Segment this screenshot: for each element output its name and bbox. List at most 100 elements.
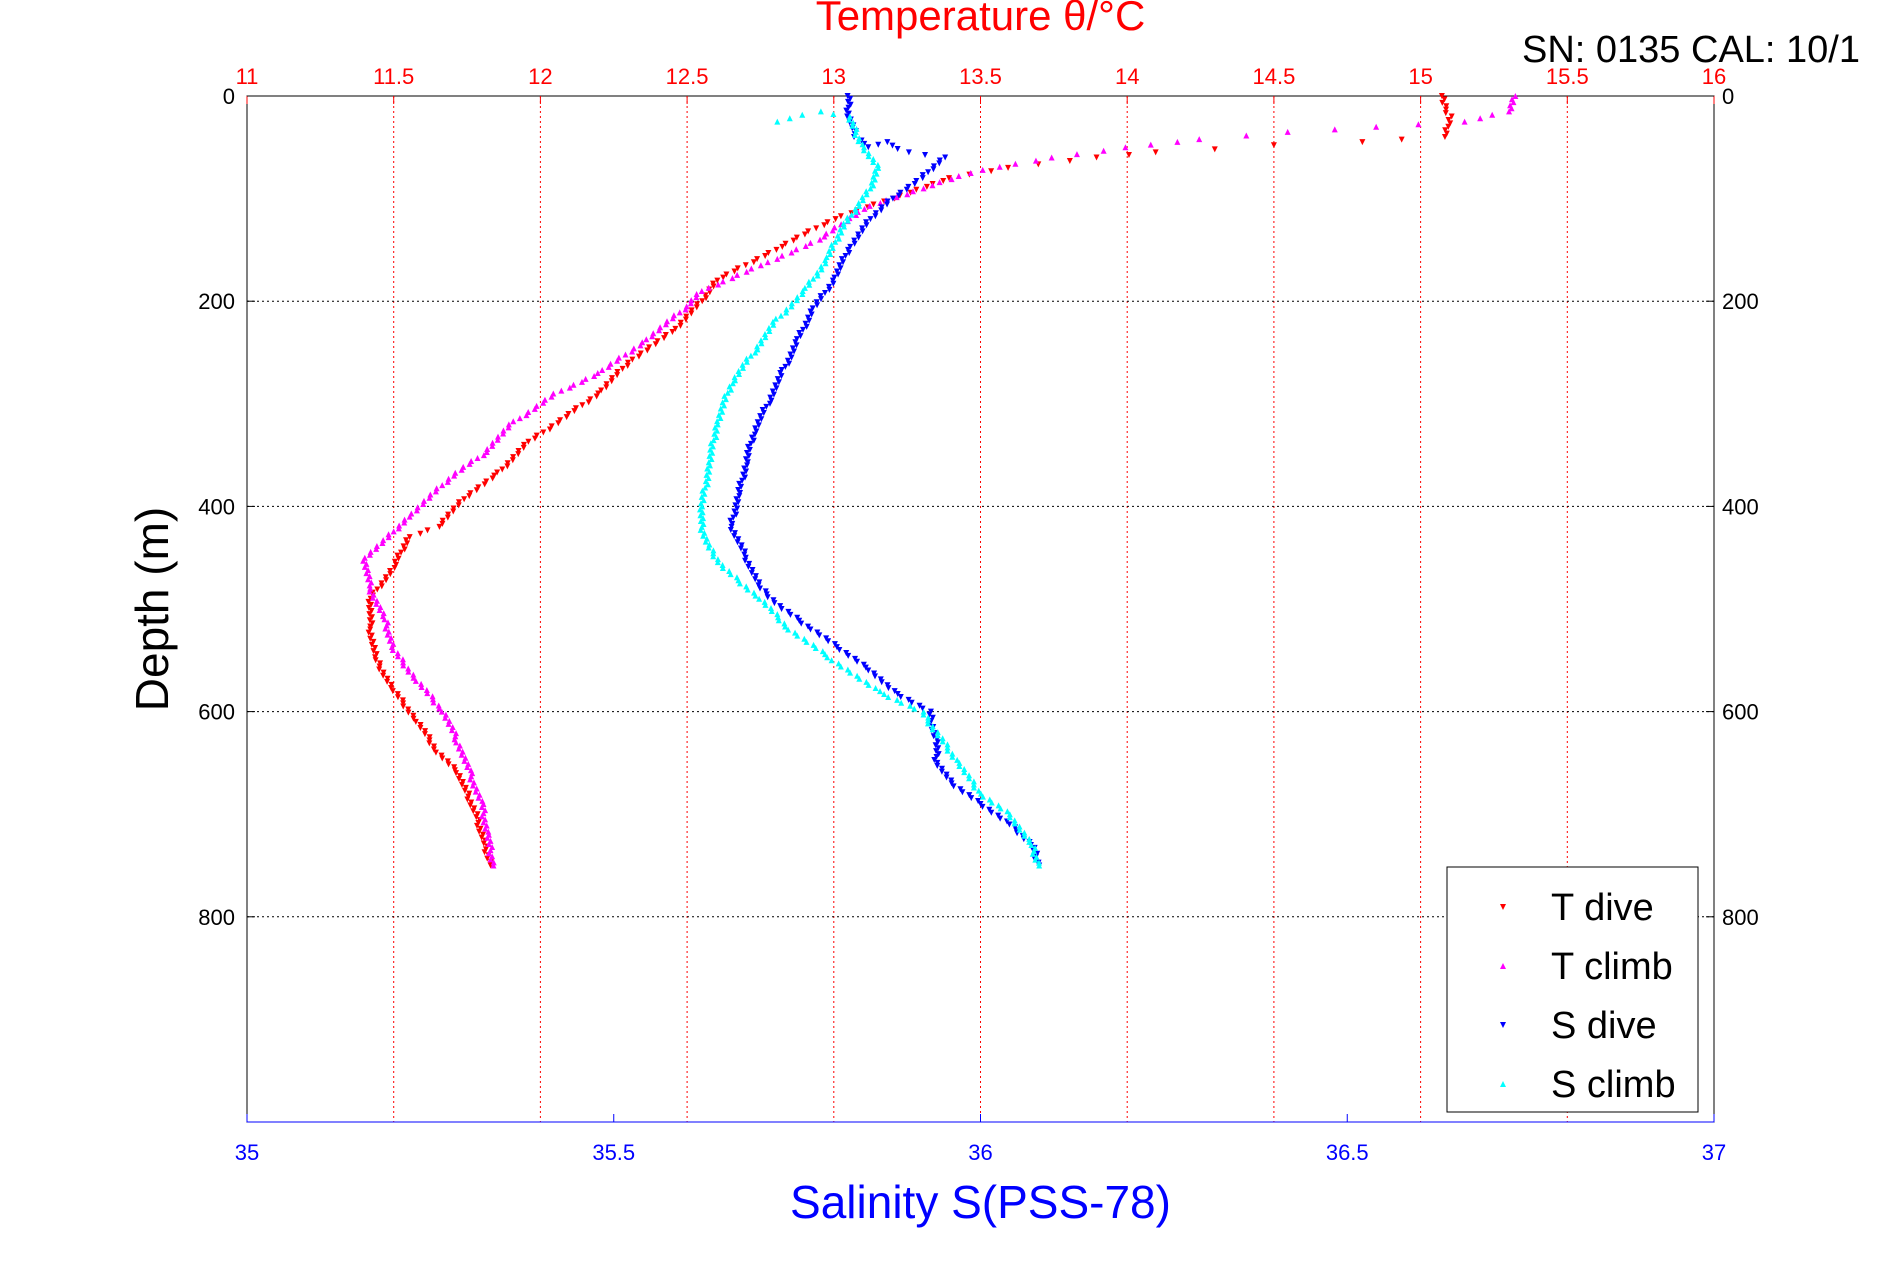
data-point — [911, 180, 918, 187]
data-point — [792, 339, 799, 346]
data-point — [743, 268, 750, 275]
data-point — [500, 430, 507, 437]
data-point — [388, 685, 395, 692]
data-point — [373, 600, 380, 607]
data-point — [884, 139, 891, 146]
data-point — [418, 683, 425, 690]
data-point — [410, 671, 417, 678]
data-point — [373, 651, 380, 658]
data-point — [453, 770, 460, 777]
data-point — [825, 638, 832, 645]
data-point — [578, 378, 585, 385]
data-point — [730, 514, 737, 521]
data-point — [614, 357, 621, 364]
data-point — [467, 776, 474, 783]
data-point — [442, 714, 449, 721]
data-point — [482, 825, 489, 832]
data-point — [735, 536, 742, 543]
data-point — [813, 225, 820, 232]
data-point — [865, 144, 872, 151]
data-point — [445, 475, 452, 482]
data-point — [827, 251, 834, 258]
data-point — [420, 497, 427, 504]
data-point — [774, 255, 781, 262]
data-point — [761, 598, 768, 605]
data-point — [778, 606, 785, 612]
data-point — [394, 552, 401, 559]
data-point — [399, 697, 406, 704]
data-point — [474, 822, 481, 829]
data-point — [735, 499, 742, 506]
data-point — [833, 268, 840, 275]
data-point — [821, 233, 828, 240]
data-point — [548, 423, 555, 430]
data-point — [794, 632, 801, 639]
data-point — [495, 433, 502, 440]
data-point — [719, 562, 726, 569]
data-point — [1415, 121, 1422, 128]
data-point — [791, 348, 798, 355]
data-point — [919, 175, 926, 182]
left-tick-label: 800 — [198, 905, 235, 930]
data-point — [808, 311, 815, 318]
data-point — [677, 322, 684, 329]
data-point — [481, 849, 488, 856]
data-point — [1174, 138, 1181, 145]
data-point — [870, 156, 877, 163]
data-point — [774, 118, 781, 125]
data-point — [474, 455, 481, 462]
data-point — [439, 482, 446, 489]
data-point — [1442, 127, 1449, 134]
data-point — [520, 444, 527, 451]
data-point — [368, 614, 375, 621]
data-point — [366, 551, 373, 558]
data-point — [950, 783, 957, 790]
data-point — [370, 648, 377, 655]
data-point — [385, 531, 392, 538]
data-point — [475, 794, 482, 801]
data-point — [970, 778, 977, 785]
data-point — [908, 699, 915, 706]
data-point — [856, 675, 863, 682]
data-point — [598, 387, 605, 394]
data-point — [841, 223, 848, 230]
data-point — [766, 400, 773, 407]
data-point — [382, 574, 389, 581]
data-point — [727, 517, 734, 524]
data-point — [851, 240, 858, 247]
data-point — [531, 405, 538, 412]
data-point — [444, 478, 451, 485]
data-point — [706, 462, 713, 469]
data-points — [360, 93, 1519, 869]
data-point — [821, 289, 828, 296]
data-point — [944, 747, 951, 754]
data-point — [747, 440, 754, 447]
data-point — [961, 769, 968, 776]
data-point — [875, 141, 882, 148]
data-point — [504, 463, 511, 470]
data-point — [708, 456, 715, 463]
data-point — [1448, 113, 1455, 120]
data-point — [847, 243, 854, 250]
data-point — [1152, 149, 1159, 156]
data-point — [594, 370, 601, 377]
data-point — [361, 563, 368, 570]
data-point — [369, 594, 376, 601]
data-point — [736, 480, 743, 487]
data-point — [746, 560, 753, 567]
data-point — [805, 278, 812, 285]
data-point — [721, 402, 728, 409]
data-point — [490, 859, 497, 866]
data-point — [920, 708, 927, 715]
data-point — [702, 538, 709, 545]
data-point — [672, 325, 679, 332]
data-point — [744, 459, 751, 466]
data-point — [393, 561, 400, 568]
legend-label: S climb — [1551, 1064, 1676, 1106]
data-point — [996, 163, 1003, 170]
data-point — [936, 160, 943, 167]
data-point — [401, 546, 408, 553]
data-point — [548, 393, 555, 400]
data-point — [706, 289, 713, 296]
data-point — [863, 222, 870, 229]
